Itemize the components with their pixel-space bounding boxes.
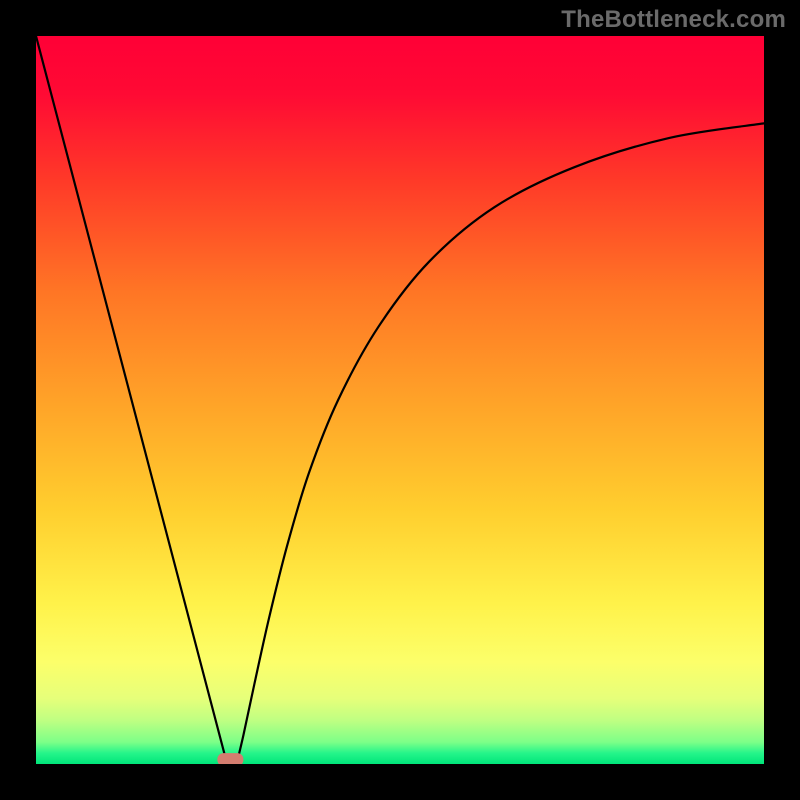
- chart-plot-area: [36, 36, 764, 764]
- watermark-text: TheBottleneck.com: [561, 6, 786, 34]
- chart-curve-layer: [36, 36, 764, 764]
- optimum-marker: [217, 753, 243, 764]
- bottleneck-curve: [36, 36, 764, 763]
